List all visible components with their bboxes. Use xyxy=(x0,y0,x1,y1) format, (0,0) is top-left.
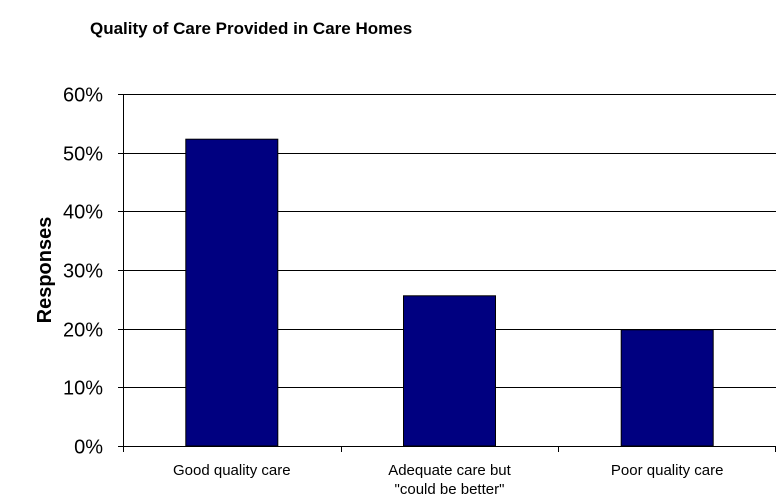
chart-title: Quality of Care Provided in Care Homes xyxy=(90,19,413,38)
y-tick-label: 60% xyxy=(63,85,103,107)
axes xyxy=(123,94,776,447)
x-tick-label: Good quality care xyxy=(173,462,291,479)
y-tick-label: 50% xyxy=(63,144,103,166)
y-tick-label: 40% xyxy=(63,202,103,224)
x-tick-label: Adequate care but xyxy=(388,462,511,479)
x-tick-label: "could be better" xyxy=(395,481,505,498)
y-tick-label: 20% xyxy=(63,320,103,342)
y-ticks: 0% 10% 20% 30% 40% 50% 60% xyxy=(63,85,123,459)
y-tick-label: 10% xyxy=(63,378,103,400)
y-tick-label: 0% xyxy=(74,437,103,459)
bar xyxy=(403,295,496,447)
bars xyxy=(185,138,714,447)
y-axis-title: Responses xyxy=(34,217,56,324)
bar xyxy=(620,329,714,447)
x-tick-label: Poor quality care xyxy=(611,462,724,479)
bar xyxy=(185,138,279,447)
x-ticks: Good quality care Adequate care but "could… xyxy=(123,446,776,498)
y-tick-label: 30% xyxy=(63,261,103,283)
